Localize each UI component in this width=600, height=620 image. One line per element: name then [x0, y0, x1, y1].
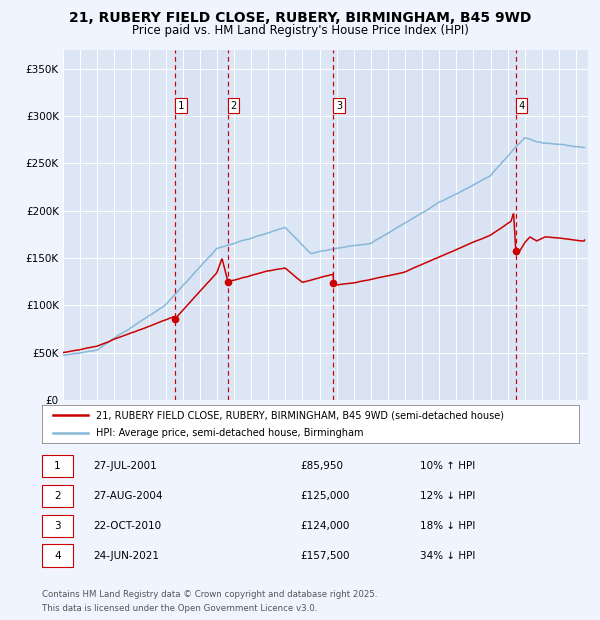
Text: 27-JUL-2001: 27-JUL-2001: [93, 461, 157, 471]
Text: £85,950: £85,950: [300, 461, 343, 471]
Text: 1: 1: [54, 461, 61, 471]
Text: Price paid vs. HM Land Registry's House Price Index (HPI): Price paid vs. HM Land Registry's House …: [131, 24, 469, 37]
Text: 21, RUBERY FIELD CLOSE, RUBERY, BIRMINGHAM, B45 9WD: 21, RUBERY FIELD CLOSE, RUBERY, BIRMINGH…: [69, 11, 531, 25]
Text: 18% ↓ HPI: 18% ↓ HPI: [420, 521, 475, 531]
Text: £125,000: £125,000: [300, 491, 349, 501]
Text: 12% ↓ HPI: 12% ↓ HPI: [420, 491, 475, 501]
Text: 22-OCT-2010: 22-OCT-2010: [93, 521, 161, 531]
Text: 24-JUN-2021: 24-JUN-2021: [93, 551, 159, 560]
Bar: [334, 50, 516, 400]
Text: This data is licensed under the Open Government Licence v3.0.: This data is licensed under the Open Gov…: [42, 603, 317, 613]
Text: 2: 2: [54, 491, 61, 501]
Bar: [175, 50, 228, 400]
Text: 4: 4: [518, 100, 524, 110]
Text: 3: 3: [336, 100, 342, 110]
Text: 21, RUBERY FIELD CLOSE, RUBERY, BIRMINGHAM, B45 9WD (semi-detached house): 21, RUBERY FIELD CLOSE, RUBERY, BIRMINGH…: [96, 410, 504, 420]
Text: 2: 2: [230, 100, 237, 110]
Text: 4: 4: [54, 551, 61, 560]
Text: 34% ↓ HPI: 34% ↓ HPI: [420, 551, 475, 560]
Text: 3: 3: [54, 521, 61, 531]
Text: 1: 1: [178, 100, 184, 110]
Text: 10% ↑ HPI: 10% ↑ HPI: [420, 461, 475, 471]
Text: Contains HM Land Registry data © Crown copyright and database right 2025.: Contains HM Land Registry data © Crown c…: [42, 590, 377, 599]
Text: £124,000: £124,000: [300, 521, 349, 531]
Text: 27-AUG-2004: 27-AUG-2004: [93, 491, 163, 501]
Text: £157,500: £157,500: [300, 551, 349, 560]
Text: HPI: Average price, semi-detached house, Birmingham: HPI: Average price, semi-detached house,…: [96, 428, 363, 438]
